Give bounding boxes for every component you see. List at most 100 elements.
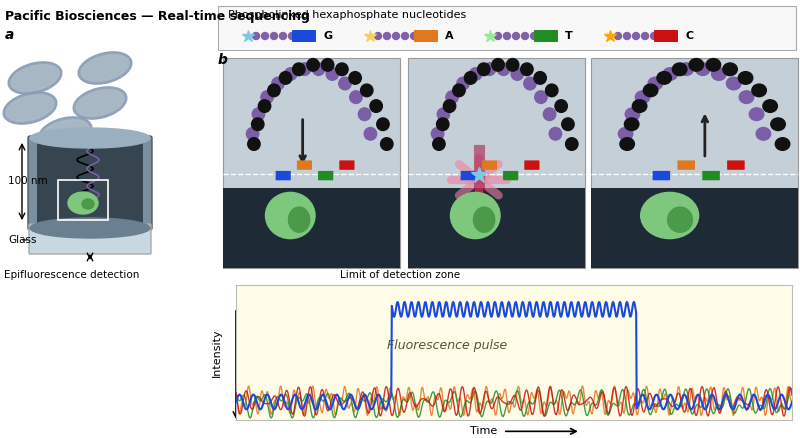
Ellipse shape	[68, 192, 98, 214]
Ellipse shape	[643, 84, 658, 97]
Ellipse shape	[30, 128, 150, 148]
Ellipse shape	[312, 63, 325, 75]
Ellipse shape	[393, 32, 399, 39]
Ellipse shape	[623, 32, 630, 39]
Ellipse shape	[650, 32, 658, 39]
Ellipse shape	[450, 192, 500, 239]
Text: Time: Time	[470, 426, 498, 436]
FancyBboxPatch shape	[292, 30, 316, 42]
FancyBboxPatch shape	[654, 30, 678, 42]
Ellipse shape	[464, 72, 477, 84]
Ellipse shape	[266, 192, 315, 239]
Ellipse shape	[298, 63, 310, 75]
Ellipse shape	[258, 100, 270, 113]
Ellipse shape	[763, 100, 778, 113]
Ellipse shape	[285, 68, 297, 80]
Ellipse shape	[431, 127, 444, 140]
Ellipse shape	[641, 192, 698, 239]
Ellipse shape	[566, 138, 578, 150]
Ellipse shape	[272, 77, 284, 90]
Ellipse shape	[261, 91, 274, 103]
Ellipse shape	[618, 127, 633, 140]
FancyBboxPatch shape	[297, 160, 312, 170]
Ellipse shape	[679, 63, 694, 75]
Ellipse shape	[402, 32, 409, 39]
FancyBboxPatch shape	[653, 171, 670, 180]
Text: Phospholinked hexaphosphate nucleotides: Phospholinked hexaphosphate nucleotides	[228, 10, 466, 20]
FancyBboxPatch shape	[503, 171, 518, 180]
Ellipse shape	[756, 127, 770, 140]
Ellipse shape	[534, 72, 546, 84]
Ellipse shape	[750, 108, 764, 120]
Ellipse shape	[738, 72, 753, 84]
Ellipse shape	[521, 63, 533, 76]
Ellipse shape	[293, 63, 305, 76]
Ellipse shape	[350, 91, 362, 103]
FancyBboxPatch shape	[318, 171, 334, 180]
Ellipse shape	[453, 84, 465, 97]
Ellipse shape	[433, 138, 445, 150]
FancyBboxPatch shape	[223, 188, 400, 268]
Ellipse shape	[503, 32, 510, 39]
FancyBboxPatch shape	[28, 136, 152, 230]
Ellipse shape	[648, 77, 662, 90]
Ellipse shape	[3, 92, 57, 124]
Ellipse shape	[370, 100, 382, 113]
Ellipse shape	[8, 62, 62, 94]
Ellipse shape	[672, 63, 687, 76]
Ellipse shape	[624, 118, 639, 131]
Ellipse shape	[252, 108, 265, 120]
Ellipse shape	[443, 100, 456, 113]
Ellipse shape	[383, 32, 390, 39]
Ellipse shape	[253, 32, 259, 39]
Ellipse shape	[614, 32, 622, 39]
FancyBboxPatch shape	[223, 58, 400, 268]
Text: Intensity: Intensity	[212, 328, 222, 377]
Ellipse shape	[478, 63, 490, 76]
Text: Epifluorescence detection: Epifluorescence detection	[4, 270, 140, 280]
Ellipse shape	[322, 59, 334, 71]
Ellipse shape	[270, 32, 278, 39]
Text: Pacific Biosciences — Real-time sequencing: Pacific Biosciences — Real-time sequenci…	[5, 10, 310, 23]
Ellipse shape	[289, 32, 295, 39]
FancyBboxPatch shape	[534, 30, 558, 42]
FancyBboxPatch shape	[678, 160, 695, 170]
Ellipse shape	[279, 32, 286, 39]
Ellipse shape	[326, 68, 338, 80]
Ellipse shape	[470, 68, 482, 80]
Ellipse shape	[364, 127, 377, 140]
Ellipse shape	[82, 199, 94, 209]
Ellipse shape	[251, 118, 264, 131]
Ellipse shape	[511, 68, 523, 80]
Ellipse shape	[522, 32, 529, 39]
Ellipse shape	[30, 218, 150, 238]
FancyBboxPatch shape	[408, 188, 585, 268]
Text: Glass: Glass	[8, 235, 37, 245]
Ellipse shape	[695, 63, 710, 75]
Ellipse shape	[513, 32, 519, 39]
Ellipse shape	[78, 52, 132, 84]
Ellipse shape	[657, 72, 671, 84]
Ellipse shape	[492, 59, 504, 71]
Ellipse shape	[262, 32, 269, 39]
Ellipse shape	[41, 120, 89, 146]
Ellipse shape	[338, 77, 351, 90]
Text: Fluorescence pulse: Fluorescence pulse	[387, 339, 507, 352]
Ellipse shape	[550, 127, 562, 140]
Ellipse shape	[726, 77, 741, 90]
Ellipse shape	[248, 138, 260, 150]
FancyBboxPatch shape	[275, 171, 290, 180]
FancyBboxPatch shape	[461, 171, 476, 180]
Ellipse shape	[268, 84, 280, 97]
FancyBboxPatch shape	[408, 58, 585, 268]
FancyBboxPatch shape	[482, 160, 497, 170]
Ellipse shape	[307, 59, 319, 71]
Ellipse shape	[457, 77, 470, 90]
Ellipse shape	[410, 32, 418, 39]
FancyBboxPatch shape	[339, 160, 354, 170]
Ellipse shape	[81, 55, 129, 81]
Ellipse shape	[752, 84, 766, 97]
Ellipse shape	[381, 138, 393, 150]
Ellipse shape	[739, 91, 754, 103]
FancyBboxPatch shape	[524, 160, 539, 170]
